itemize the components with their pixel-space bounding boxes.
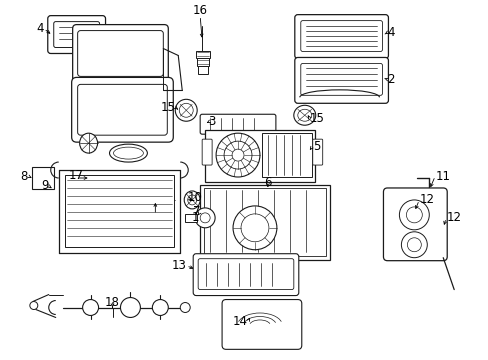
FancyBboxPatch shape — [193, 254, 298, 296]
Text: 9: 9 — [41, 180, 49, 193]
Text: 15: 15 — [309, 112, 324, 125]
FancyBboxPatch shape — [73, 24, 168, 82]
FancyBboxPatch shape — [72, 77, 173, 142]
FancyBboxPatch shape — [198, 259, 293, 289]
Circle shape — [232, 149, 244, 161]
Circle shape — [399, 200, 428, 230]
Text: 6: 6 — [264, 176, 271, 189]
Bar — [196, 50, 210, 58]
FancyBboxPatch shape — [78, 31, 163, 76]
Text: 18: 18 — [105, 296, 120, 309]
Text: 4: 4 — [386, 26, 394, 39]
Ellipse shape — [179, 103, 193, 117]
Text: 2: 2 — [386, 73, 394, 86]
FancyBboxPatch shape — [294, 15, 387, 58]
Ellipse shape — [297, 109, 311, 121]
Text: 12: 12 — [446, 211, 460, 224]
Bar — [185, 214, 197, 222]
Text: 10: 10 — [187, 192, 202, 204]
Bar — [200, 185, 329, 260]
Ellipse shape — [80, 133, 98, 153]
FancyBboxPatch shape — [202, 139, 212, 165]
Circle shape — [200, 213, 210, 223]
FancyBboxPatch shape — [78, 84, 167, 135]
Bar — [197, 58, 209, 67]
FancyBboxPatch shape — [200, 114, 275, 134]
Bar — [64, 175, 174, 247]
Text: 14: 14 — [232, 315, 247, 328]
Text: 3: 3 — [208, 115, 215, 128]
Circle shape — [401, 232, 427, 258]
FancyBboxPatch shape — [383, 188, 447, 261]
Circle shape — [120, 298, 140, 318]
Ellipse shape — [113, 147, 143, 159]
Ellipse shape — [293, 105, 315, 125]
Bar — [203, 188, 325, 256]
Circle shape — [180, 302, 190, 312]
Circle shape — [224, 141, 251, 169]
Circle shape — [233, 206, 276, 250]
Bar — [262, 133, 311, 177]
Ellipse shape — [184, 191, 200, 209]
Text: 13: 13 — [171, 259, 186, 272]
Circle shape — [152, 300, 168, 315]
Text: 17: 17 — [69, 168, 84, 181]
Ellipse shape — [109, 144, 147, 162]
Text: 7: 7 — [192, 205, 200, 219]
Circle shape — [406, 207, 422, 223]
Ellipse shape — [175, 99, 197, 121]
Circle shape — [241, 214, 268, 242]
Circle shape — [407, 238, 421, 252]
Text: 15: 15 — [160, 101, 175, 114]
Bar — [32, 167, 54, 189]
Ellipse shape — [187, 195, 196, 205]
Circle shape — [30, 302, 38, 310]
FancyBboxPatch shape — [312, 139, 322, 165]
Circle shape — [216, 133, 260, 177]
Text: 12: 12 — [419, 193, 433, 206]
Text: 16: 16 — [192, 4, 207, 17]
Text: 11: 11 — [434, 170, 449, 183]
Bar — [198, 67, 208, 75]
Text: 1: 1 — [191, 211, 199, 224]
FancyBboxPatch shape — [54, 22, 100, 48]
FancyBboxPatch shape — [48, 15, 105, 54]
Text: 8: 8 — [20, 170, 28, 183]
FancyBboxPatch shape — [300, 63, 382, 95]
FancyBboxPatch shape — [294, 58, 387, 103]
Circle shape — [195, 208, 215, 228]
Text: 4: 4 — [36, 22, 44, 35]
Text: 5: 5 — [312, 140, 320, 153]
FancyBboxPatch shape — [222, 300, 301, 349]
Bar — [205, 130, 314, 182]
Circle shape — [82, 300, 99, 315]
FancyBboxPatch shape — [300, 21, 382, 51]
